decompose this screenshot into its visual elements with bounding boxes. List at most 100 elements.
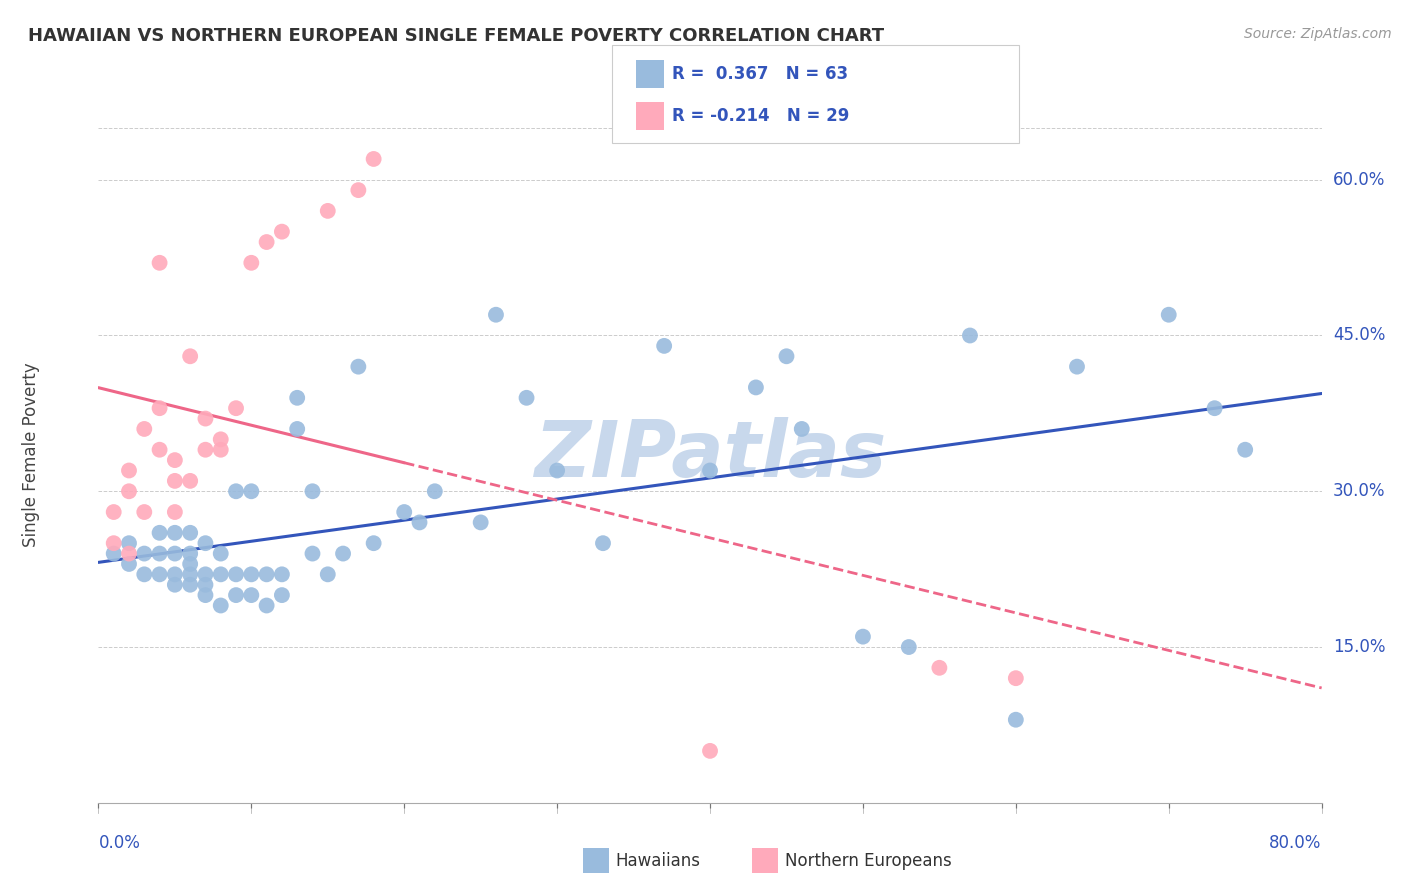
Point: [179, 557, 201, 571]
Point: [163, 567, 186, 582]
Point: [1004, 671, 1026, 685]
Point: [179, 578, 201, 592]
Point: [179, 567, 201, 582]
Point: [225, 401, 247, 416]
Point: [225, 567, 247, 582]
Text: R =  0.367   N = 63: R = 0.367 N = 63: [672, 65, 848, 83]
Point: [959, 328, 981, 343]
Point: [775, 349, 797, 363]
Point: [209, 567, 232, 582]
Text: Single Female Poverty: Single Female Poverty: [22, 363, 41, 547]
Point: [149, 256, 172, 270]
Point: [347, 359, 370, 374]
Point: [209, 433, 232, 447]
Point: [852, 630, 875, 644]
Point: [408, 516, 430, 530]
Point: [240, 567, 263, 582]
Text: HAWAIIAN VS NORTHERN EUROPEAN SINGLE FEMALE POVERTY CORRELATION CHART: HAWAIIAN VS NORTHERN EUROPEAN SINGLE FEM…: [28, 27, 884, 45]
Point: [134, 422, 156, 436]
Point: [1234, 442, 1257, 457]
Point: [149, 525, 172, 540]
Point: [163, 505, 186, 519]
Point: [347, 183, 370, 197]
Text: 30.0%: 30.0%: [1333, 483, 1385, 500]
Point: [699, 463, 721, 477]
Point: [149, 547, 172, 561]
Point: [103, 505, 125, 519]
Point: [592, 536, 614, 550]
Point: [149, 567, 172, 582]
Point: [209, 442, 232, 457]
Point: [316, 203, 339, 218]
Point: [423, 484, 446, 499]
Point: [134, 505, 156, 519]
Point: [163, 453, 186, 467]
Point: [134, 567, 156, 582]
Point: [546, 463, 568, 477]
Point: [209, 547, 232, 561]
Point: [163, 525, 186, 540]
Text: Hawaiians: Hawaiians: [616, 852, 700, 870]
Text: 15.0%: 15.0%: [1333, 638, 1385, 656]
Point: [149, 401, 172, 416]
Point: [194, 567, 217, 582]
Point: [270, 567, 292, 582]
Point: [363, 536, 385, 550]
Point: [163, 474, 186, 488]
Point: [179, 547, 201, 561]
Text: Northern Europeans: Northern Europeans: [785, 852, 952, 870]
Point: [194, 588, 217, 602]
Point: [485, 308, 508, 322]
Point: [270, 225, 292, 239]
Point: [270, 588, 292, 602]
Point: [118, 536, 141, 550]
Point: [1066, 359, 1088, 374]
Point: [194, 578, 217, 592]
Point: [194, 536, 217, 550]
Text: ZIPatlas: ZIPatlas: [534, 417, 886, 493]
Point: [316, 567, 339, 582]
Point: [516, 391, 538, 405]
Point: [179, 525, 201, 540]
Point: [163, 547, 186, 561]
Text: Source: ZipAtlas.com: Source: ZipAtlas.com: [1244, 27, 1392, 41]
Point: [256, 599, 278, 613]
Point: [745, 380, 768, 394]
Point: [301, 484, 323, 499]
Point: [256, 235, 278, 249]
Point: [194, 442, 217, 457]
Point: [179, 474, 201, 488]
Point: [897, 640, 920, 654]
Point: [240, 256, 263, 270]
Point: [1004, 713, 1026, 727]
Point: [240, 588, 263, 602]
Point: [103, 547, 125, 561]
Point: [790, 422, 813, 436]
Point: [209, 599, 232, 613]
Text: R = -0.214   N = 29: R = -0.214 N = 29: [672, 107, 849, 125]
Point: [240, 484, 263, 499]
Text: 0.0%: 0.0%: [98, 834, 141, 852]
Point: [103, 536, 125, 550]
Text: 80.0%: 80.0%: [1270, 834, 1322, 852]
Point: [118, 557, 141, 571]
Point: [332, 547, 354, 561]
Point: [149, 442, 172, 457]
Point: [470, 516, 492, 530]
Point: [194, 411, 217, 425]
Text: 45.0%: 45.0%: [1333, 326, 1385, 344]
Point: [699, 744, 721, 758]
Point: [225, 484, 247, 499]
Point: [1157, 308, 1180, 322]
Point: [256, 567, 278, 582]
Point: [118, 484, 141, 499]
Point: [392, 505, 416, 519]
Text: 60.0%: 60.0%: [1333, 170, 1385, 189]
Point: [179, 349, 201, 363]
Point: [225, 588, 247, 602]
Point: [1204, 401, 1226, 416]
Point: [652, 339, 675, 353]
Point: [163, 578, 186, 592]
Point: [134, 547, 156, 561]
Point: [285, 391, 308, 405]
